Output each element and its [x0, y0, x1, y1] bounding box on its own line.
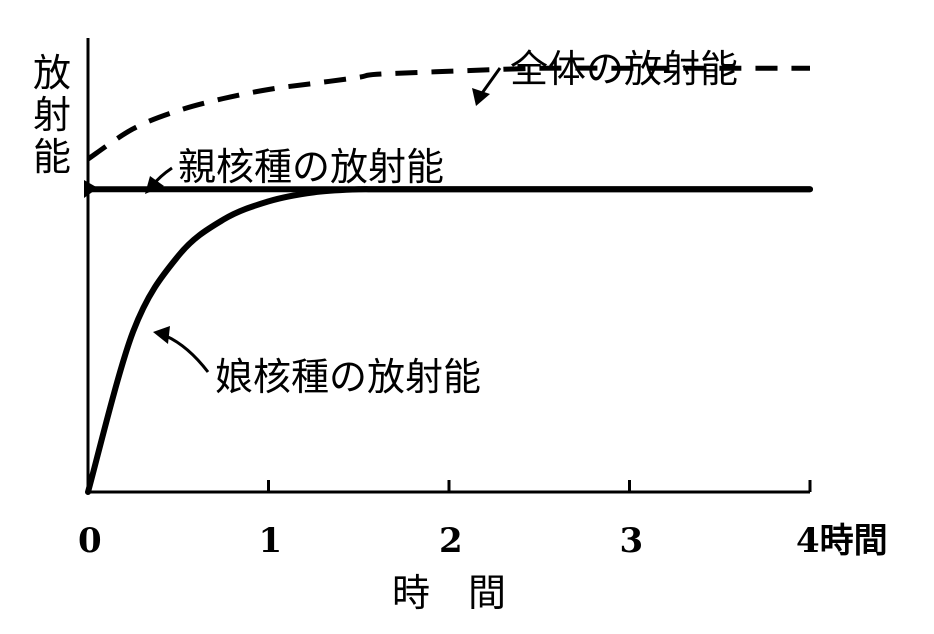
series-label-total: 全体の放射能 [510, 47, 738, 91]
series-line-total [86, 65, 810, 162]
y-axis-label-char-1: 放 [33, 51, 71, 95]
series-label-parent: 親核種の放射能 [178, 145, 444, 189]
arrow-total [472, 67, 502, 106]
x-axis-label: 時 間 [392, 571, 506, 615]
series-line-daughter [85, 186, 813, 495]
x-tick-label: 3 [620, 521, 644, 561]
arrow-origin [84, 180, 98, 198]
arrow-daughter [153, 326, 210, 373]
x-tick-label: 1 [259, 521, 283, 561]
arrow-parent [145, 166, 173, 194]
x-tick-label: 0 [78, 521, 102, 561]
y-axis-label-char-3: 能 [33, 135, 71, 179]
x-axis-ticks: 0 1 2 3 [78, 480, 812, 561]
x-tick-label: 2 [439, 521, 463, 561]
series-label-daughter: 娘核種の放射能 [215, 355, 481, 399]
x-axis-end-label: 4時間 [796, 521, 888, 561]
y-axis-label-char-2: 射 [33, 93, 71, 137]
